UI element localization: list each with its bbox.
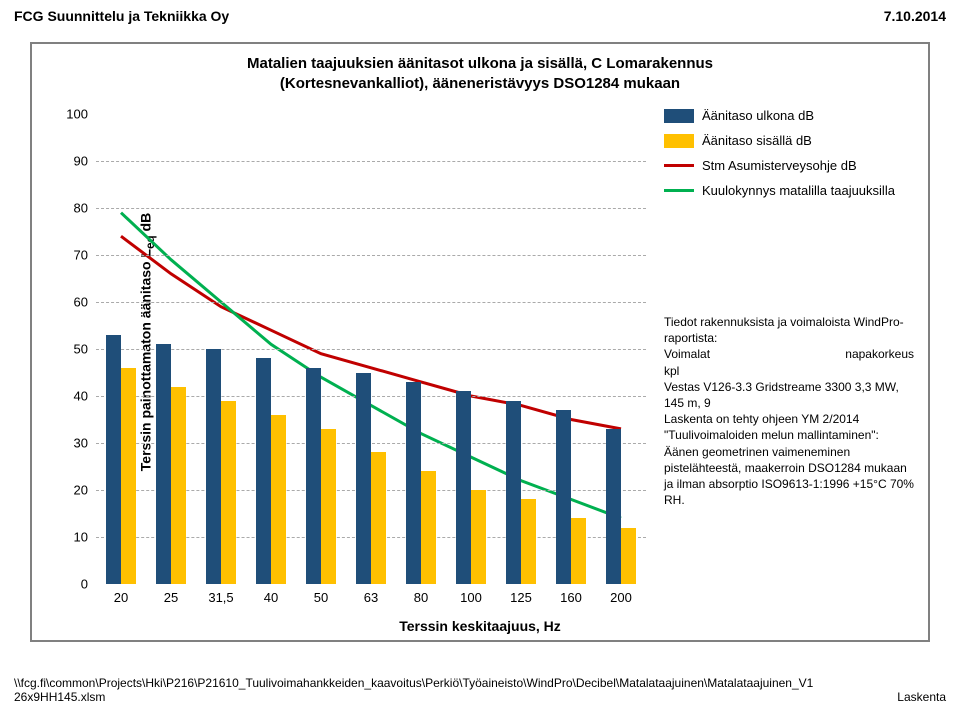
bar [556, 410, 571, 584]
bar [271, 415, 286, 584]
legend-label: Kuulokynnys matalilla taajuuksilla [702, 183, 895, 198]
y-tick-label: 50 [74, 342, 88, 357]
x-tick-label: 125 [510, 590, 532, 605]
y-tick-label: 80 [74, 201, 88, 216]
bar [221, 401, 236, 584]
gridline [96, 161, 646, 162]
x-tick-label: 200 [610, 590, 632, 605]
chart-container: Matalien taajuuksien äänitasot ulkona ja… [30, 42, 930, 642]
bar [406, 382, 421, 584]
x-tick-label: 160 [560, 590, 582, 605]
y-tick-label: 40 [74, 389, 88, 404]
legend-label: Äänitaso ulkona dB [702, 108, 814, 123]
plot-area: 0102030405060708090100202531,54050638010… [96, 114, 646, 584]
gridline [96, 302, 646, 303]
bar [306, 368, 321, 584]
company-name: FCG Suunnittelu ja Tekniikka Oy [14, 8, 229, 24]
y-tick-label: 20 [74, 483, 88, 498]
bar [571, 518, 586, 584]
bar [321, 429, 336, 584]
y-tick-label: 90 [74, 154, 88, 169]
info-col-right: napakorkeus [845, 346, 914, 362]
legend-item: Äänitaso ulkona dB [664, 108, 914, 123]
bar [471, 490, 486, 584]
legend-swatch [664, 109, 694, 123]
bar [621, 528, 636, 584]
x-tick-label: 25 [164, 590, 178, 605]
bar [256, 358, 271, 584]
bar [171, 387, 186, 584]
info-line3: kpl [664, 363, 914, 379]
footer-path: \\fcg.fi\common\Projects\Hki\P216\P21610… [14, 676, 814, 704]
info-line6: Äänen geometrinen vaimeneminen pisteläht… [664, 444, 914, 509]
bar [606, 429, 621, 584]
bar [206, 349, 221, 584]
legend-item: Stm Asumisterveysohje dB [664, 158, 914, 173]
x-axis-label: Terssin keskitaajuus, Hz [32, 618, 928, 634]
info-col-left: Voimalat [664, 346, 710, 362]
bar [121, 368, 136, 584]
legend-line-marker [664, 189, 694, 192]
info-line5: Laskenta on tehty ohjeen YM 2/2014 "Tuul… [664, 411, 914, 443]
legend: Äänitaso ulkona dB Äänitaso sisällä dB Stm… [664, 108, 914, 208]
bar [156, 344, 171, 584]
x-tick-label: 31,5 [208, 590, 233, 605]
bar [371, 452, 386, 584]
footer: \\fcg.fi\common\Projects\Hki\P216\P21610… [14, 676, 946, 704]
bar [456, 391, 471, 584]
bar [506, 401, 521, 584]
y-tick-label: 0 [81, 577, 88, 592]
chart-title-line1: Matalien taajuuksien äänitasot ulkona ja… [247, 55, 713, 72]
x-tick-label: 63 [364, 590, 378, 605]
gridline [96, 208, 646, 209]
legend-label: Äänitaso sisällä dB [702, 133, 812, 148]
series-line [121, 236, 621, 429]
y-tick-label: 30 [74, 436, 88, 451]
y-tick-label: 70 [74, 248, 88, 263]
legend-label: Stm Asumisterveysohje dB [702, 158, 857, 173]
info-box: Tiedot rakennuksista ja voimaloista Wind… [664, 314, 914, 508]
bar [521, 499, 536, 584]
x-tick-label: 100 [460, 590, 482, 605]
bar [356, 373, 371, 585]
info-line1: Tiedot rakennuksista ja voimaloista Wind… [664, 314, 914, 346]
document-date: 7.10.2014 [884, 8, 946, 24]
y-tick-label: 10 [74, 530, 88, 545]
footer-right: Laskenta [897, 690, 946, 704]
x-tick-label: 20 [114, 590, 128, 605]
legend-line-marker [664, 164, 694, 167]
bar [421, 471, 436, 584]
y-tick-label: 100 [66, 107, 88, 122]
x-tick-label: 50 [314, 590, 328, 605]
x-tick-label: 40 [264, 590, 278, 605]
x-tick-label: 80 [414, 590, 428, 605]
chart-title: Matalien taajuuksien äänitasot ulkona ja… [32, 54, 928, 93]
legend-item: Kuulokynnys matalilla taajuuksilla [664, 183, 914, 198]
gridline [96, 255, 646, 256]
legend-item: Äänitaso sisällä dB [664, 133, 914, 148]
bar [106, 335, 121, 584]
info-line4: Vestas V126-3.3 Gridstreame 3300 3,3 MW,… [664, 379, 914, 411]
gridline [96, 349, 646, 350]
y-tick-label: 60 [74, 295, 88, 310]
chart-title-line2: (Kortesnevankalliot), ääneneristävyys DS… [280, 75, 680, 92]
legend-swatch [664, 134, 694, 148]
